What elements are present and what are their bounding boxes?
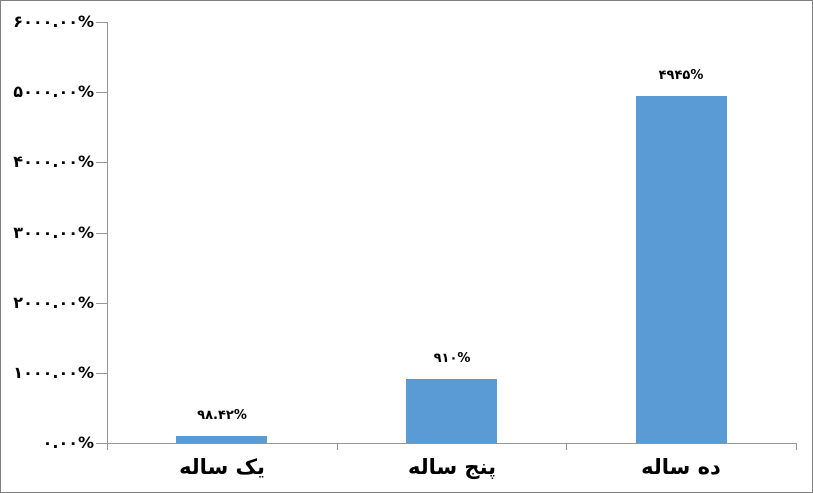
x-axis-tick-mark (566, 443, 567, 450)
data-label: ۴۹۴۵% (658, 68, 704, 83)
category-label: پنج ساله (407, 455, 497, 479)
y-axis-line (107, 22, 108, 443)
y-axis-tick-label: ۲۰۰۰.۰۰% (13, 292, 94, 312)
y-axis-tick-label: ۵۰۰۰.۰۰% (13, 82, 94, 102)
y-axis-tick-label: ۳۰۰۰.۰۰% (13, 222, 94, 242)
bar (406, 379, 497, 443)
y-axis-tick-mark (96, 232, 107, 234)
x-axis-line (107, 443, 796, 444)
data-label: ۹۱۰% (433, 351, 471, 366)
y-axis-tick-mark (96, 372, 107, 374)
y-axis-tick-mark (96, 162, 107, 164)
data-label: ۹۸.۴۲% (197, 408, 247, 423)
y-axis-tick-mark (96, 443, 107, 444)
y-axis-tick-label: ۶۰۰۰.۰۰% (13, 12, 94, 31)
y-axis-tick-mark (96, 92, 107, 94)
category-label: یک ساله (179, 455, 265, 479)
x-axis-tick-mark (796, 443, 797, 450)
y-axis-tick-mark (96, 302, 107, 304)
bar (636, 96, 727, 443)
y-axis-tick-label: ۴۰۰۰.۰۰% (13, 152, 94, 172)
y-axis-tick-label: ۰.۰۰% (42, 433, 94, 452)
x-axis-tick-mark (107, 443, 108, 450)
y-axis-tick-mark (96, 22, 107, 23)
y-axis-tick-label: ۱۰۰۰.۰۰% (13, 362, 94, 382)
bar (176, 436, 267, 443)
x-axis-tick-mark (337, 443, 338, 450)
category-label: ده ساله (641, 455, 721, 479)
